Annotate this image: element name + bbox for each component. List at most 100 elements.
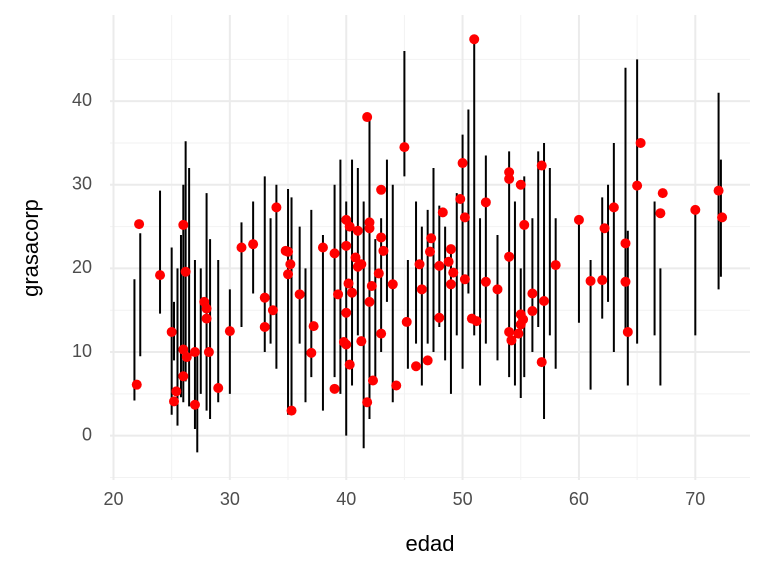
point [294,289,305,300]
point [189,399,200,410]
point [248,239,259,250]
y-axis-title: grasacorp [18,199,43,297]
point [352,225,363,236]
point [285,259,296,270]
point [513,328,524,339]
point [434,312,445,323]
point [267,305,278,316]
point [480,276,491,287]
point [469,34,480,45]
point [620,238,631,249]
point [344,221,355,232]
point [236,242,247,253]
point [259,292,270,303]
point [713,185,724,196]
point [457,158,468,169]
point [519,219,530,230]
point [504,251,515,262]
point [341,339,352,350]
point [259,321,270,332]
point [131,379,142,390]
point [550,260,561,271]
point [343,278,354,289]
point [189,347,200,358]
point [492,284,503,295]
point [515,179,526,190]
point [171,386,182,397]
point [401,316,412,327]
point [376,184,387,195]
point [283,246,294,257]
point [536,357,547,368]
point [480,197,491,208]
point [329,383,340,394]
point [455,193,466,204]
point [506,335,517,346]
y-tick-label: 0 [82,424,92,444]
point [445,279,456,290]
point [366,280,377,291]
point [632,180,643,191]
point [306,347,317,358]
x-tick-label: 60 [569,489,589,509]
x-tick-label: 30 [220,489,240,509]
point [178,371,189,382]
point [376,232,387,243]
point [166,326,177,337]
y-tick-label: 30 [72,174,92,194]
point [527,306,538,317]
y-tick-label: 20 [72,257,92,277]
point [387,279,398,290]
point [416,284,427,295]
point [341,307,352,318]
point [347,287,358,298]
point [437,207,448,218]
point [362,112,373,123]
point [356,336,367,347]
point [414,259,425,270]
point [362,397,373,408]
point [422,355,433,366]
point [471,316,482,327]
point [201,313,212,324]
x-tick-label: 40 [336,489,356,509]
point [180,266,191,277]
y-tick-label: 10 [72,341,92,361]
point [178,219,189,230]
point [585,275,596,286]
point [134,219,145,230]
point [373,268,384,279]
point [690,204,701,215]
point [378,245,389,256]
point [224,326,235,337]
x-tick-label: 50 [453,489,473,509]
point [448,267,459,278]
point [317,242,328,253]
point [504,173,515,184]
point [425,246,435,257]
x-tick-label: 70 [685,489,705,509]
x-tick-label: 20 [103,489,123,509]
point [622,326,633,337]
point [655,208,666,219]
point [333,289,344,300]
point [213,383,224,394]
point [527,288,538,299]
point [536,160,547,171]
point [364,217,375,228]
point [459,212,470,223]
point [271,202,282,213]
point [443,256,454,267]
y-tick-label: 40 [72,90,92,110]
point [308,321,319,332]
point [426,233,437,244]
point [169,396,179,407]
point [356,259,367,270]
x-axis-title: edad [406,531,455,556]
point [573,214,584,225]
point [597,275,608,286]
point [657,188,668,199]
point [286,405,297,416]
point [391,380,402,391]
